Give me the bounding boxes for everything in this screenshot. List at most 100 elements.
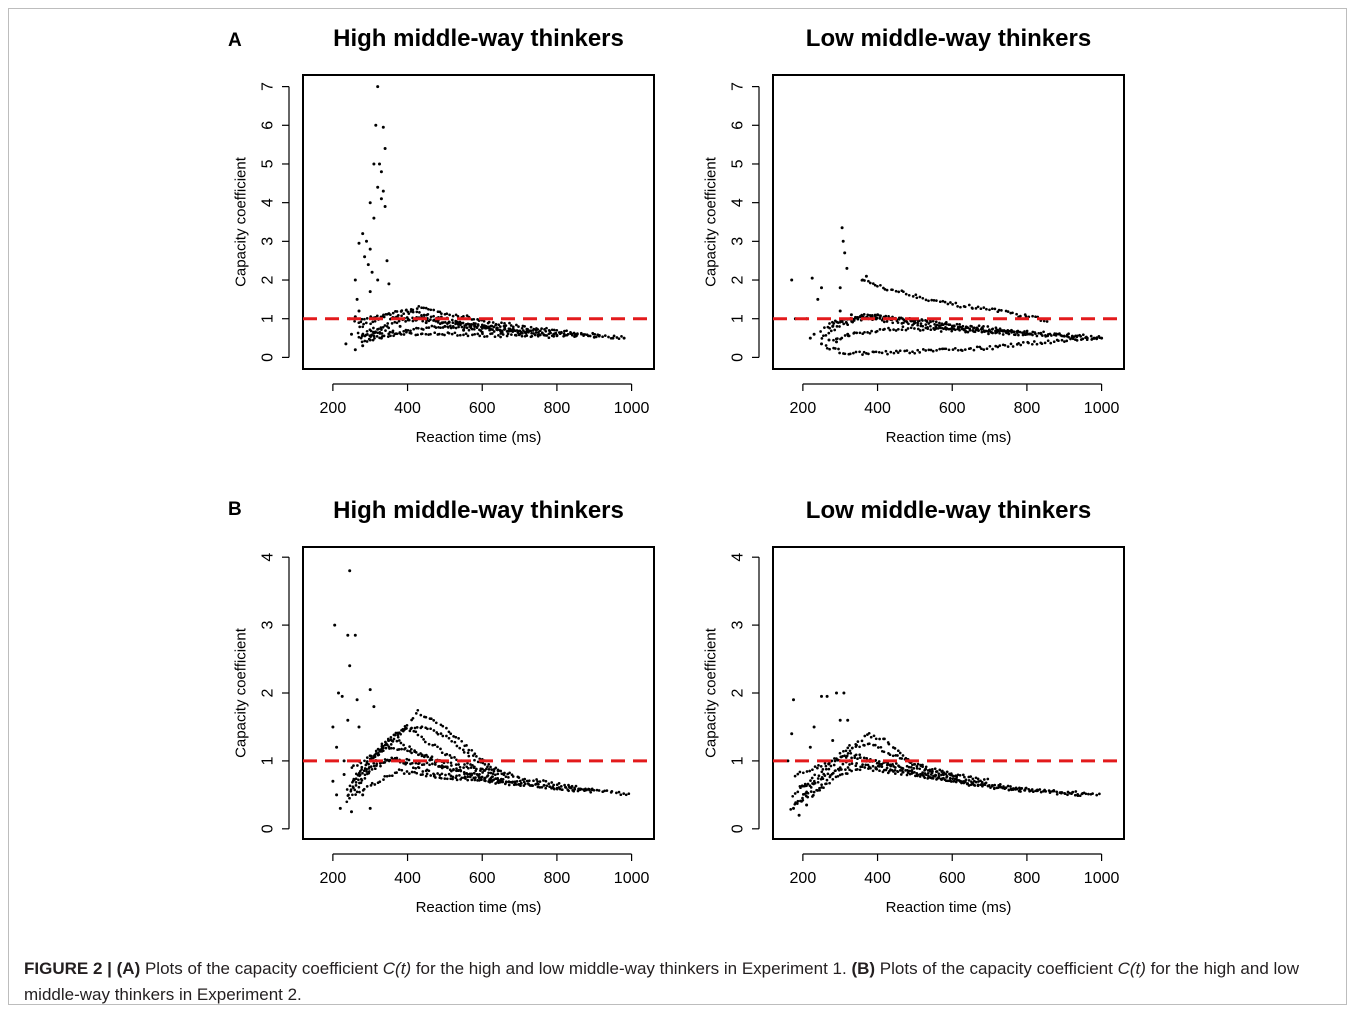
data-point [458, 333, 462, 337]
data-point [972, 330, 976, 333]
data-point [1025, 332, 1029, 336]
data-point [938, 300, 942, 304]
data-point [407, 312, 411, 315]
data-point [405, 757, 409, 761]
data-point [346, 718, 350, 722]
data-point [1024, 787, 1027, 790]
data-point [866, 331, 869, 334]
data-point [527, 779, 531, 783]
data-point [813, 773, 817, 777]
data-point [930, 767, 934, 771]
data-point [422, 313, 426, 317]
data-point [402, 743, 405, 747]
data-point [500, 772, 504, 776]
data-point [399, 333, 403, 336]
data-point [396, 733, 400, 737]
data-point [479, 769, 482, 772]
data-point [944, 772, 948, 776]
data-point [536, 333, 540, 337]
data-point [880, 351, 884, 355]
data-point [930, 298, 934, 302]
data-point [905, 349, 909, 352]
data-point [963, 348, 967, 351]
data-point [961, 327, 965, 331]
data-point [945, 776, 948, 779]
data-point [535, 778, 538, 781]
data-point [1004, 786, 1008, 789]
data-point [519, 781, 523, 785]
data-point [855, 762, 858, 765]
data-point [1003, 343, 1007, 347]
data-point [916, 321, 920, 325]
data-point [359, 320, 363, 324]
data-point [365, 785, 369, 788]
data-point [415, 771, 419, 775]
data-point [913, 327, 916, 330]
data-point [384, 746, 388, 750]
data-point [875, 761, 879, 765]
data-point [550, 328, 554, 332]
data-point [944, 328, 948, 331]
data-point [956, 305, 959, 308]
data-point [974, 780, 978, 784]
data-point [517, 782, 521, 786]
data-point [499, 777, 503, 781]
x-tick-label: 800 [544, 870, 571, 887]
data-point [624, 793, 628, 797]
data-point [838, 718, 842, 722]
data-point [900, 328, 904, 332]
data-point [355, 698, 359, 702]
data-point [453, 331, 457, 335]
data-point [373, 319, 377, 323]
data-point [883, 737, 886, 741]
data-point [428, 763, 431, 767]
data-point [415, 310, 419, 314]
data-point [1081, 333, 1085, 337]
data-point [891, 288, 894, 292]
data-point [527, 330, 530, 334]
data-point [528, 784, 532, 787]
data-point [846, 718, 850, 722]
data-point [369, 765, 373, 768]
data-point [1062, 334, 1066, 338]
data-point [1017, 333, 1020, 337]
data-point [1075, 335, 1079, 339]
data-point [525, 334, 529, 337]
x-tick-label: 1000 [1084, 400, 1120, 417]
data-point [369, 784, 373, 787]
plot-frame [302, 546, 655, 840]
data-point [352, 764, 355, 767]
data-point [511, 775, 515, 778]
data-point [416, 333, 419, 337]
data-point [811, 782, 814, 785]
data-points [331, 569, 631, 814]
data-point [887, 742, 891, 746]
x-tick-label: 600 [939, 400, 966, 417]
data-point [454, 326, 458, 330]
data-point [854, 315, 857, 319]
data-point [924, 323, 928, 326]
data-point [982, 330, 986, 333]
y-tick-label: 1 [260, 756, 277, 765]
data-point [982, 778, 986, 781]
data-point [395, 739, 399, 743]
data-point [952, 324, 956, 328]
data-point [883, 327, 886, 331]
y-tick-label: 5 [730, 159, 747, 168]
data-point [358, 773, 362, 777]
data-point [985, 307, 988, 311]
plot-frame [772, 546, 1125, 840]
data-point [994, 326, 998, 330]
data-point [357, 309, 361, 313]
data-point [823, 762, 827, 765]
data-point [467, 754, 471, 758]
data-point [867, 279, 870, 283]
data-point [379, 170, 383, 174]
data-point [1006, 331, 1010, 335]
data-point [436, 772, 439, 775]
data-point [974, 307, 978, 310]
data-point [415, 307, 419, 310]
y-tick-label: 2 [260, 275, 277, 284]
data-point [367, 770, 371, 773]
data-point [398, 324, 402, 328]
